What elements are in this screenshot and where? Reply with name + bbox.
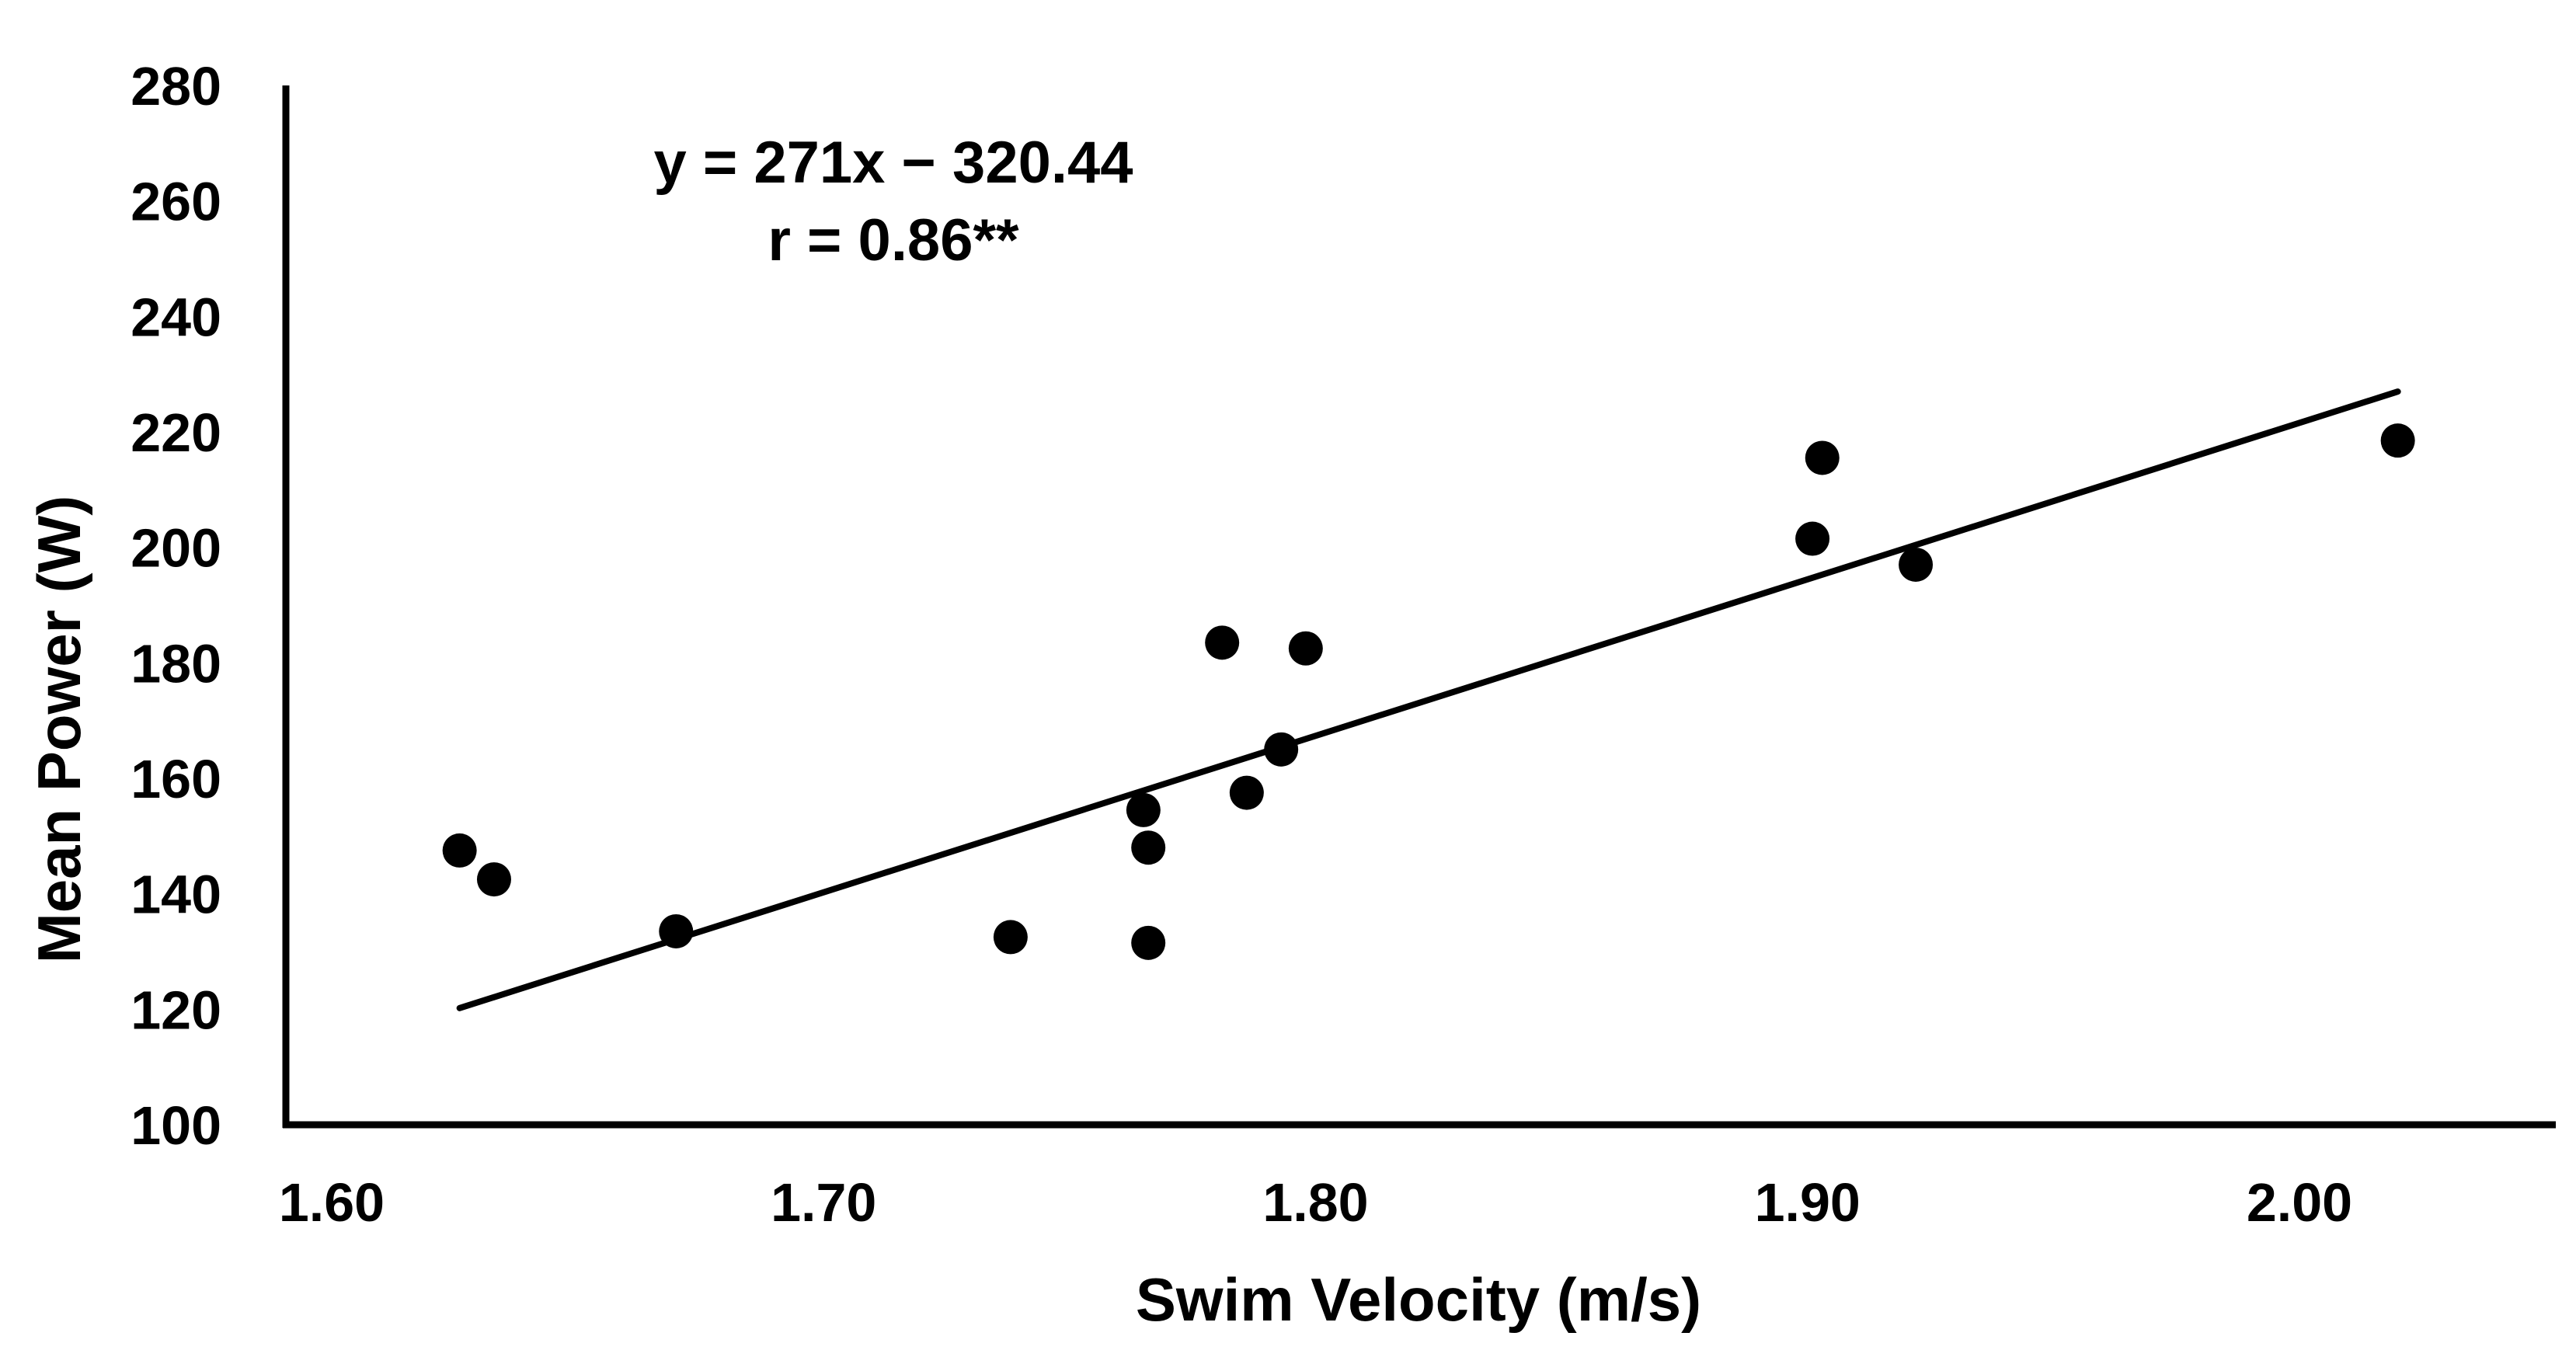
y-axis-title: Mean Power (W) [25, 496, 93, 963]
data-point [1229, 775, 1264, 810]
x-axis-title: Swim Velocity (m/s) [1136, 1265, 1701, 1334]
data-point [1205, 625, 1240, 660]
y-tick-label: 120 [131, 980, 221, 1040]
data-point [1288, 631, 1323, 666]
data-point [1126, 792, 1161, 827]
data-point [1805, 440, 1840, 475]
x-tick-label: 1.80 [1262, 1172, 1368, 1233]
data-point [442, 833, 477, 868]
axis-layer [282, 85, 2556, 1129]
trendline-layer [456, 388, 2401, 1011]
data-point [1131, 925, 1166, 960]
y-tick-label: 240 [131, 287, 221, 347]
trendline [456, 388, 2401, 1011]
y-tick-label: 200 [131, 518, 221, 579]
y-tick-label: 160 [131, 749, 221, 809]
data-point [1131, 830, 1166, 865]
data-point [1264, 732, 1299, 767]
x-tick-label: 1.70 [771, 1172, 876, 1233]
x-tick-label: 1.90 [1755, 1172, 1861, 1233]
data-point [1795, 521, 1830, 556]
correlation-coefficient: r = 0.86** [768, 207, 1019, 273]
data-point [659, 913, 694, 948]
points-layer [442, 423, 2415, 960]
data-point [2380, 423, 2415, 458]
x-tick-label: 1.60 [279, 1172, 385, 1233]
data-point [993, 920, 1028, 955]
y-tick-label: 280 [131, 56, 221, 117]
y-tick-label: 100 [131, 1095, 221, 1156]
x-tick-label: 2.00 [2247, 1172, 2352, 1233]
y-tick-label: 180 [131, 633, 221, 694]
y-tick-label: 260 [131, 172, 221, 232]
y-tick-label: 140 [131, 865, 221, 925]
y-tick-label: 220 [131, 402, 221, 463]
data-point [476, 862, 511, 897]
tick-labels-layer: 100 120 140 160 180 200 220 240 260 280 1.60 1.70 1.… [131, 56, 2352, 1233]
regression-equation: y = 271x − 320.44 [653, 130, 1133, 196]
data-point [1899, 547, 1934, 582]
